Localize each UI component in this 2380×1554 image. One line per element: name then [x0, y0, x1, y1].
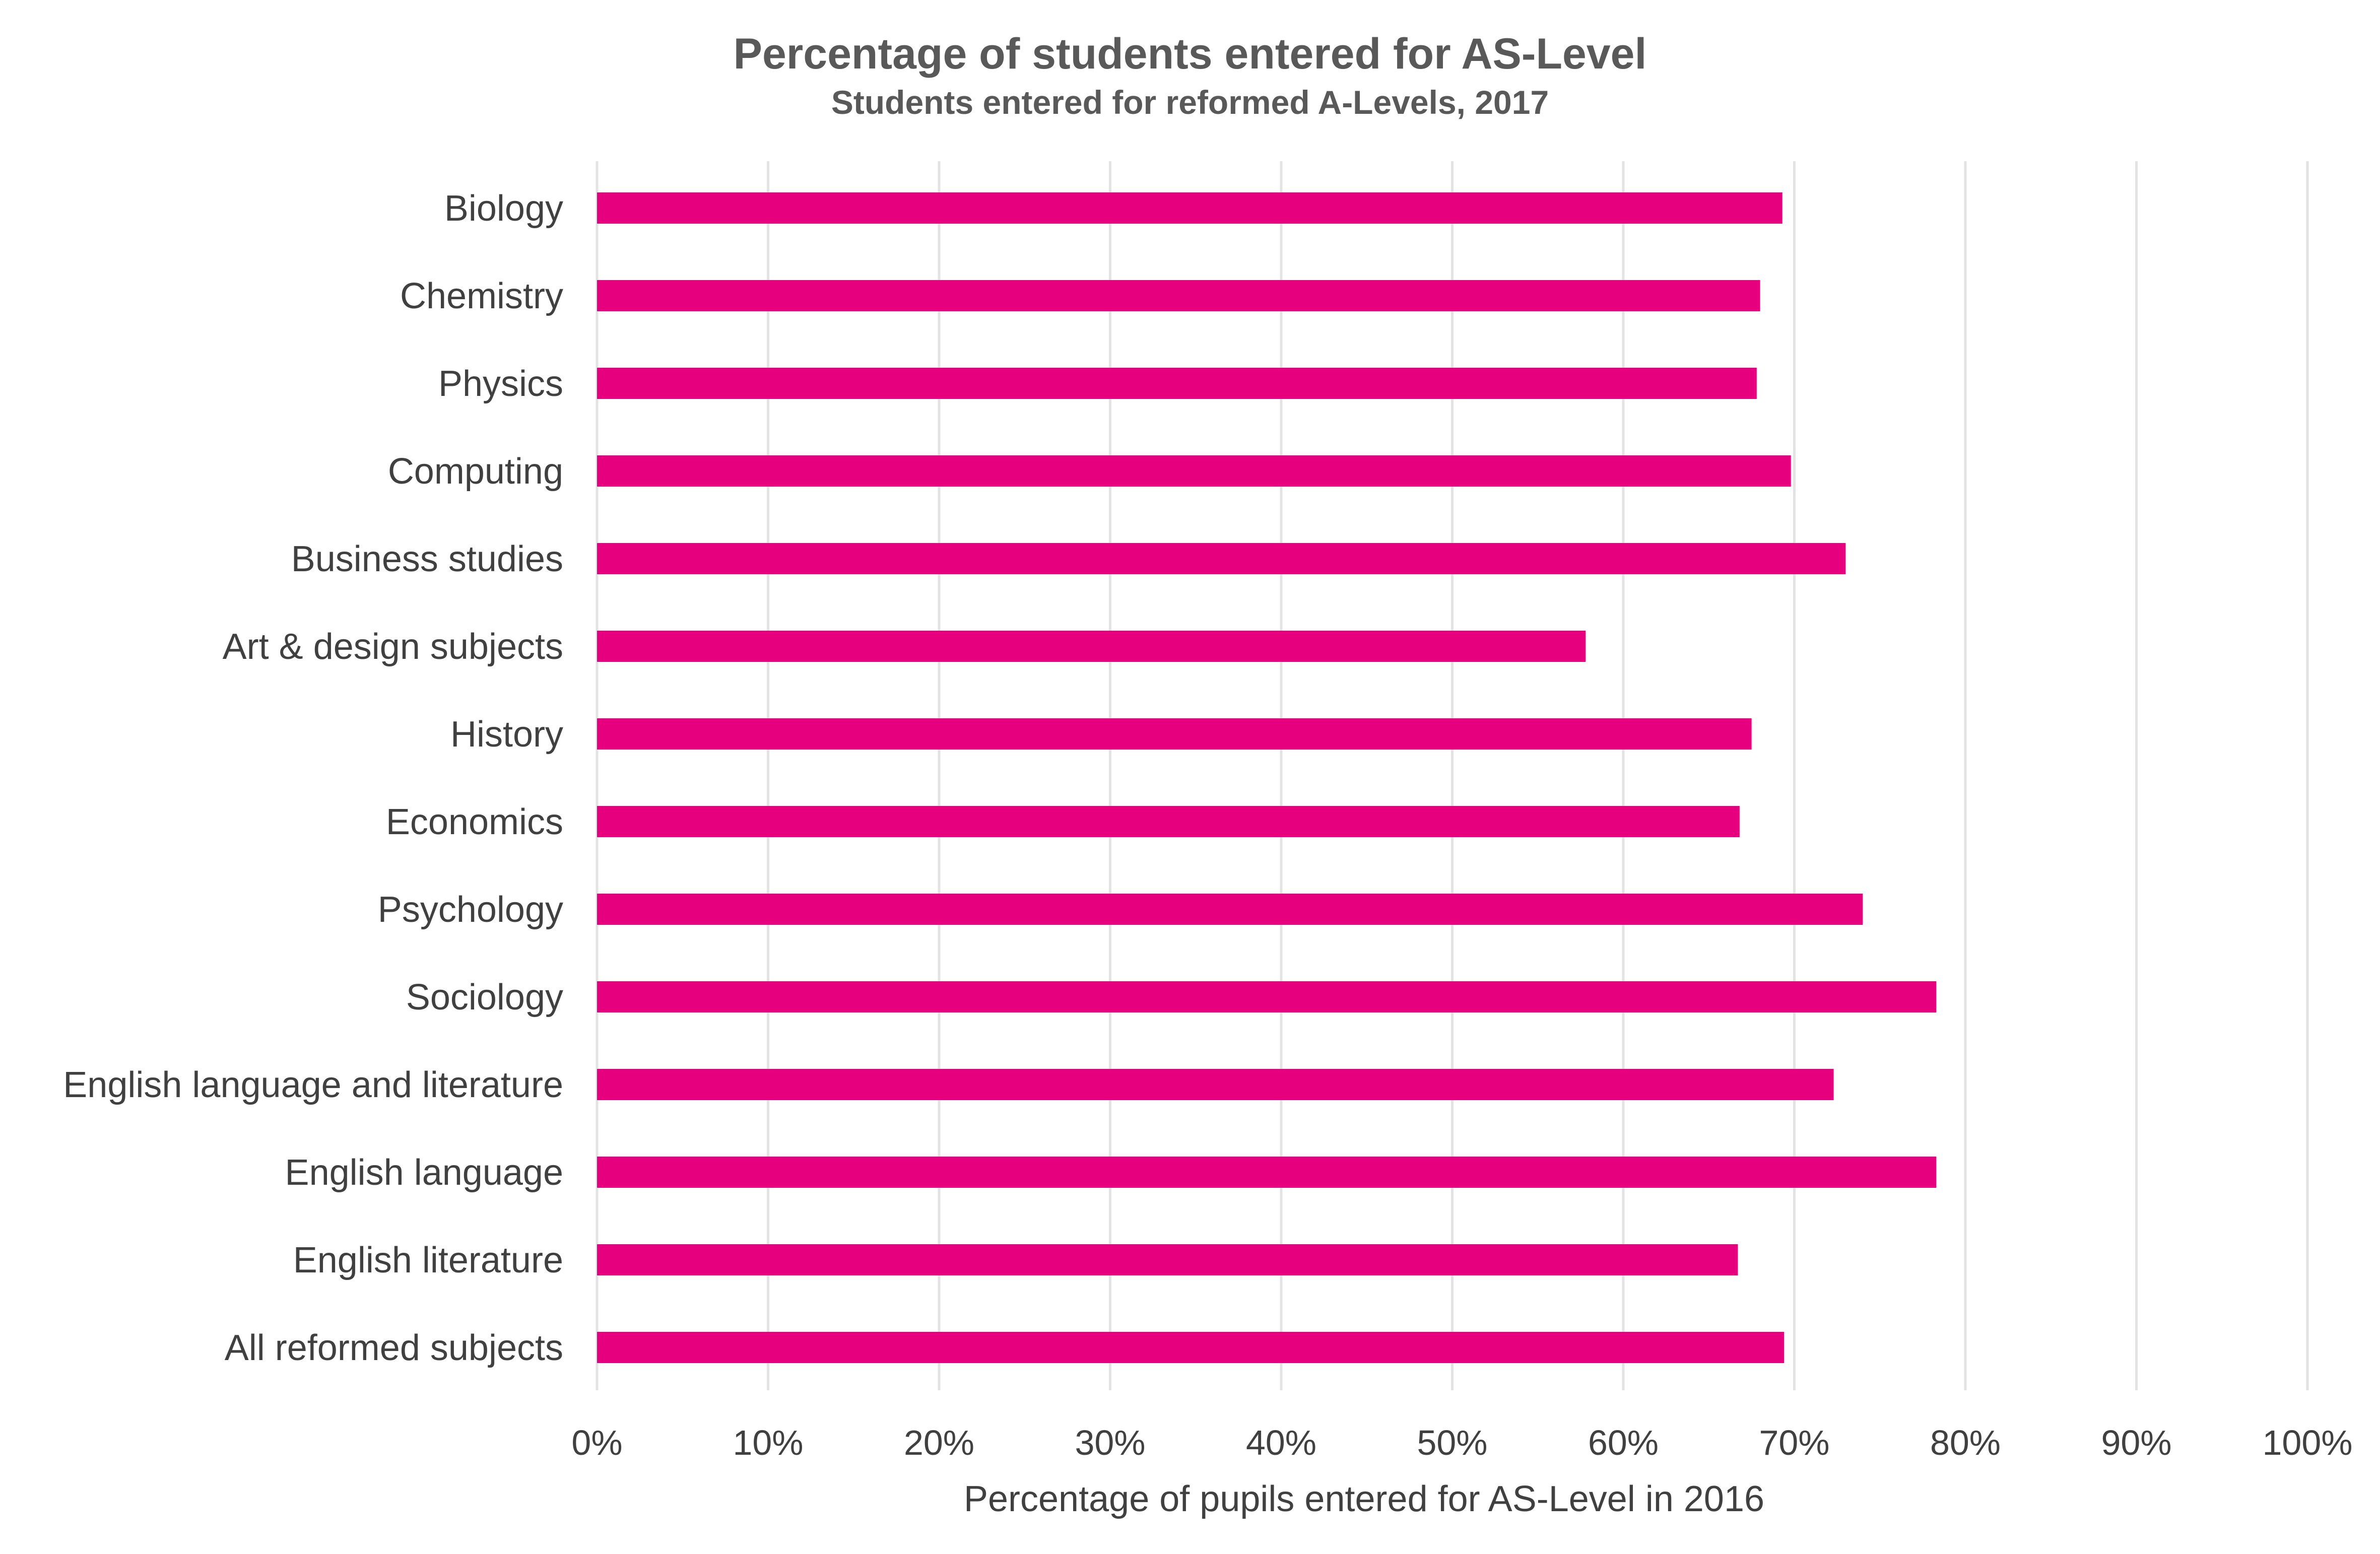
bar — [597, 718, 1752, 750]
bar — [597, 280, 1760, 311]
category-label: English language — [285, 1153, 563, 1193]
category-label: Computing — [388, 451, 563, 492]
category-label: Chemistry — [400, 276, 563, 316]
bar — [597, 894, 1863, 925]
category-label: History — [450, 714, 563, 755]
chart-subtitle: Students entered for reformed A-Levels, … — [831, 84, 1549, 121]
bar — [597, 981, 1937, 1012]
category-label: Psychology — [378, 890, 563, 930]
bar — [597, 1244, 1738, 1275]
x-tick-label: 60% — [1588, 1423, 1659, 1462]
bar — [597, 806, 1740, 837]
bar — [597, 631, 1586, 662]
bar — [597, 368, 1757, 399]
x-tick-label: 80% — [1930, 1423, 2001, 1462]
bar — [597, 1069, 1834, 1100]
x-tick-label: 10% — [733, 1423, 803, 1462]
category-label: Biology — [444, 188, 563, 229]
x-tick-label: 20% — [904, 1423, 974, 1462]
bar — [597, 1332, 1784, 1363]
category-label: Sociology — [406, 977, 563, 1018]
x-axis-title: Percentage of pupils entered for AS-Leve… — [964, 1479, 1764, 1519]
bar — [597, 1157, 1937, 1188]
bar — [597, 543, 1846, 574]
bar — [597, 455, 1791, 487]
category-label: English language and literature — [63, 1065, 563, 1105]
chart-title: Percentage of students entered for AS-Le… — [733, 30, 1647, 78]
category-label: Physics — [438, 364, 563, 404]
x-tick-label: 40% — [1246, 1423, 1316, 1462]
category-label: Art & design subjects — [223, 627, 563, 667]
x-tick-label: 0% — [571, 1423, 622, 1462]
category-label: All reformed subjects — [225, 1328, 563, 1368]
x-tick-label: 50% — [1417, 1423, 1487, 1462]
bar — [597, 192, 1782, 224]
category-label: English literature — [293, 1240, 563, 1280]
x-tick-label: 90% — [2101, 1423, 2171, 1462]
category-label: Business studies — [291, 539, 563, 579]
category-label: Economics — [386, 802, 563, 842]
x-tick-label: 70% — [1759, 1423, 1829, 1462]
x-tick-label: 30% — [1075, 1423, 1145, 1462]
x-tick-label: 100% — [2262, 1423, 2352, 1462]
